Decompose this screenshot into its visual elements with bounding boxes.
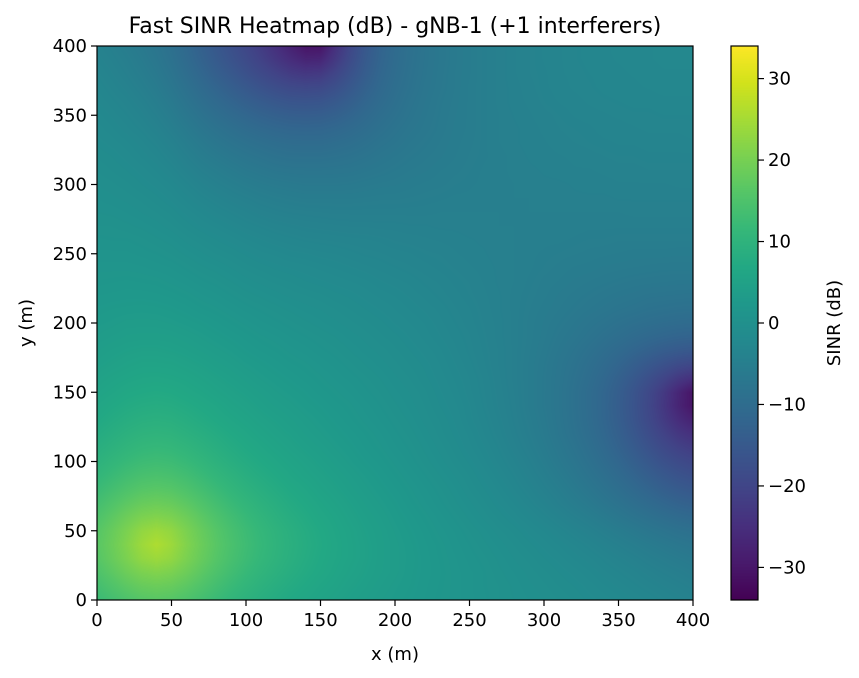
colorbar-tick-label: −10	[768, 394, 806, 415]
x-axis: 0 50 100 150 200 250 300 350 400	[91, 600, 710, 631]
heatmap-image	[97, 46, 693, 600]
y-tick-label: 100	[53, 452, 87, 473]
y-tick-label: 0	[76, 590, 87, 611]
chart-title: Fast SINR Heatmap (dB) - gNB-1 (+1 inter…	[129, 14, 662, 39]
x-tick-label: 150	[303, 610, 337, 631]
x-axis-label: x (m)	[371, 644, 419, 665]
x-tick-label: 400	[676, 610, 710, 631]
x-tick-label: 50	[160, 610, 183, 631]
heatmap-raster	[97, 46, 693, 600]
y-tick-label: 350	[53, 105, 87, 126]
y-tick-label: 400	[53, 36, 87, 57]
y-tick-label: 50	[64, 521, 87, 542]
y-tick-label: 250	[53, 244, 87, 265]
colorbar-tick-label: 30	[768, 69, 791, 90]
y-tick-label: 200	[53, 313, 87, 334]
colorbar-gradient	[731, 46, 758, 600]
x-tick-label: 100	[229, 610, 263, 631]
x-tick-label: 200	[378, 610, 412, 631]
colorbar-label: SINR (dB)	[824, 280, 845, 366]
colorbar: −30 −20 −10 0 10 20 30 SINR (dB)	[730, 45, 845, 601]
x-tick-label: 350	[601, 610, 635, 631]
y-tick-label: 150	[53, 382, 87, 403]
x-tick-label: 250	[452, 610, 486, 631]
colorbar-tick-label: 0	[768, 313, 779, 334]
y-axis-label: y (m)	[16, 299, 37, 347]
colorbar-tick-label: 20	[768, 150, 791, 171]
x-tick-label: 300	[527, 610, 561, 631]
y-axis: 0 50 100 150 200 250 300 350 400	[53, 36, 97, 611]
colorbar-ticks: −30 −20 −10 0 10 20 30	[758, 69, 806, 578]
colorbar-tick-label: −20	[768, 476, 806, 497]
x-tick-label: 0	[91, 610, 102, 631]
y-tick-label: 300	[53, 175, 87, 196]
colorbar-tick-label: −30	[768, 557, 806, 578]
colorbar-tick-label: 10	[768, 232, 791, 253]
